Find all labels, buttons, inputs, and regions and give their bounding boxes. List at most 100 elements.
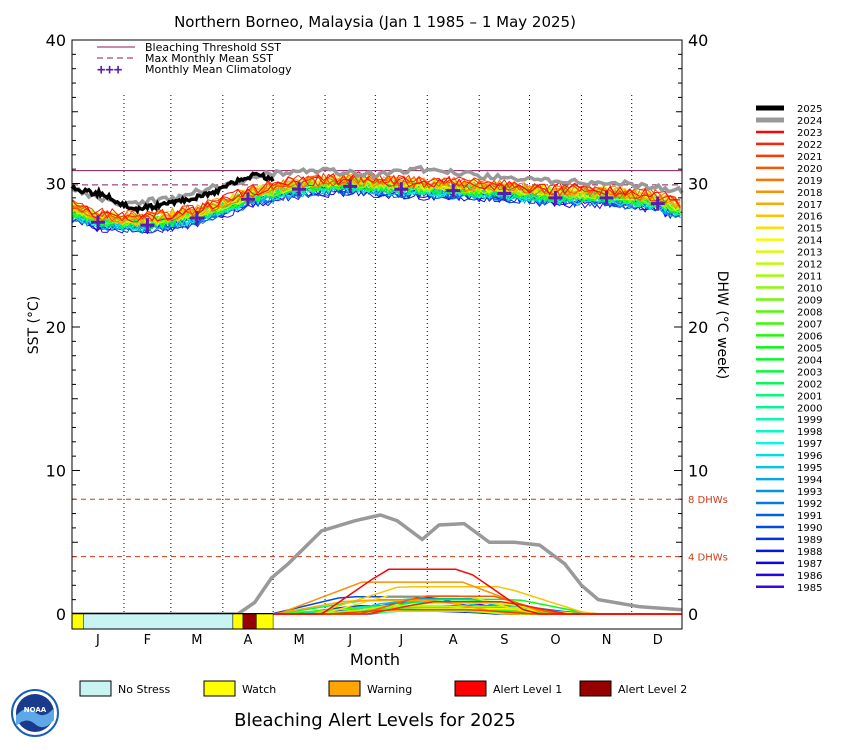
alert-legend-label: Alert Level 2 (618, 683, 687, 696)
year-legend-label: 2013 (797, 248, 822, 259)
year-legend-label: 2022 (797, 140, 822, 151)
year-legend-label: 1990 (797, 523, 822, 534)
sst-line-2016 (71, 173, 681, 226)
climatology-marker (292, 182, 307, 197)
month-label: F (144, 633, 151, 648)
climatology-marker (548, 190, 563, 205)
year-legend-label: 2007 (797, 319, 822, 330)
year-legend-label: 2012 (797, 260, 822, 271)
year-legend-label: 2016 (797, 212, 822, 223)
footer-title: Bleaching Alert Levels for 2025 (234, 710, 516, 731)
year-legend-label: 1987 (797, 559, 822, 570)
year-legend-label: 2006 (797, 331, 822, 342)
year-legend-label: 1986 (797, 571, 822, 582)
sst-line-2017 (71, 173, 681, 224)
year-legend-label: 2001 (797, 391, 822, 402)
month-label: N (602, 633, 612, 648)
y-tick-label-right: 20 (688, 318, 708, 337)
dhw-line-2024 (72, 513, 683, 616)
y-tick-label-left: 20 (46, 318, 66, 337)
month-label: J (398, 633, 403, 648)
year-legend-label: 2021 (797, 152, 822, 163)
month-label: D (653, 633, 663, 648)
year-legend-label: 2024 (797, 116, 822, 127)
year-legend-label: 2009 (797, 296, 822, 307)
line-legend: Bleaching Threshold SST Max Monthly Mean… (97, 41, 292, 78)
climatology-marker (240, 192, 255, 207)
y-tick-label-right: 10 (688, 462, 708, 481)
y-tick-label-right: 40 (688, 31, 708, 50)
climatology-marker (343, 179, 358, 194)
y-axis-label-left: SST (°C) (26, 296, 42, 354)
year-legend-label: 2017 (797, 200, 822, 211)
legend-bleaching-threshold: Bleaching Threshold SST (145, 41, 281, 54)
month-label: A (449, 633, 458, 648)
alert-legend-swatch (203, 680, 236, 697)
year-legend-label: 2023 (797, 128, 822, 139)
y-tick-label-left: 0 (56, 605, 66, 624)
noaa-logo-text: NOAA (24, 706, 47, 714)
year-legend-label: 1991 (797, 511, 822, 522)
y-axis-label-right: DHW (°C week) (714, 271, 730, 380)
month-label: M (191, 633, 202, 648)
year-legend-label: 2010 (797, 284, 822, 295)
plot-area: J F M A M J J A S O N D 0 10 20 30 40 0 10 20 30 40 8 DHWs 4 DH… (46, 31, 728, 648)
climatology-marker (497, 186, 512, 201)
year-legend-label: 1998 (797, 427, 822, 438)
alert-strip-segment (256, 613, 274, 630)
year-legend-label: 2005 (797, 343, 822, 354)
alert-legend-swatch (454, 680, 487, 697)
noaa-logo: NOAA (11, 689, 59, 737)
year-legend-label: 1999 (797, 415, 822, 426)
chart-title: Northern Borneo, Malaysia (Jan 1 1985 – … (174, 13, 576, 31)
climatology-marker (446, 183, 461, 198)
dhw-line-2022 (72, 601, 682, 615)
climatology-marker (189, 210, 204, 225)
year-legend-label: 1996 (797, 451, 822, 462)
year-legend-label: 2002 (797, 379, 822, 390)
alert-legend-label: Watch (242, 683, 276, 696)
year-legend-label: 2025 (797, 104, 822, 115)
climatology-marker (394, 182, 409, 197)
y-tick-label-left: 10 (46, 462, 66, 481)
dhw-line-2012 (72, 604, 682, 615)
y-tick-label-right: 0 (688, 605, 698, 624)
dhw-line-2023 (72, 568, 682, 615)
alert-legend-swatch (579, 680, 612, 697)
y-tick-label-left: 30 (46, 175, 66, 194)
alert-legend-label: Warning (367, 683, 412, 696)
alert-legend-label: No Stress (118, 683, 171, 696)
year-legend-label: 1994 (797, 475, 822, 486)
year-legend-label: 2014 (797, 236, 822, 247)
alert-strip-segment (83, 613, 234, 630)
sst-line-2025 (70, 171, 275, 215)
y-tick-label-left: 40 (46, 31, 66, 50)
year-legend-label: 1988 (797, 547, 822, 558)
climatology-marker (90, 215, 105, 230)
year-legend-label: 2008 (797, 307, 822, 318)
month-label: S (500, 633, 508, 648)
alert-strip-segment (232, 613, 244, 630)
dhw-reference-label: 4 DHWs (688, 553, 728, 564)
dhw-reference-label: 8 DHWs (688, 495, 728, 506)
year-legend-label: 2011 (797, 272, 822, 283)
alert-legend-swatch (328, 680, 361, 697)
year-legend-label: 1997 (797, 439, 822, 450)
alert-strip-segment (71, 613, 84, 630)
year-legend: 2025202420232022202120202019201820172016… (756, 104, 822, 594)
x-axis-label: Month (350, 650, 400, 669)
year-legend-label: 2018 (797, 188, 822, 199)
year-legend-label: 1985 (797, 583, 822, 594)
year-legend-label: 1989 (797, 535, 822, 546)
legend-climatology-marker: +++ (97, 62, 122, 78)
alert-legend-label: Alert Level 1 (493, 683, 562, 696)
plot-frame (71, 39, 683, 630)
year-legend-label: 1995 (797, 463, 822, 474)
year-legend-label: 2000 (797, 403, 822, 414)
year-legend-label: 2004 (797, 355, 822, 366)
alert-level-legend: No Stress Watch Warning Alert Level 1 Alert … (79, 680, 687, 697)
sst-line-2024 (71, 164, 684, 208)
alert-legend-swatch (79, 680, 112, 697)
legend-max-monthly-mean: Max Monthly Mean SST (145, 52, 273, 65)
year-legend-label: 2019 (797, 176, 822, 187)
